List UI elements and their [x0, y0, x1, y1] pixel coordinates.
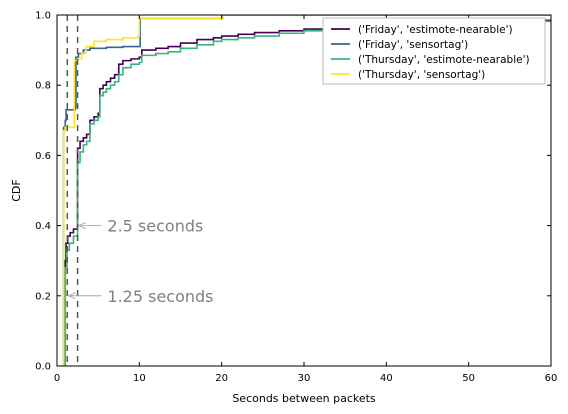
annotation-label: 2.5 seconds	[107, 217, 203, 236]
y-tick-label: 0.8	[35, 81, 51, 92]
y-tick-label: 0.4	[35, 221, 51, 232]
x-tick-label: 60	[545, 373, 558, 384]
y-tick-label: 1.0	[35, 11, 51, 22]
tick-layer: 0 10 20 30 40 50 60 0.0 0.2 0.4 0.6 0.8 1.0	[35, 11, 557, 385]
y-tick-label: 0.2	[35, 291, 51, 302]
legend: ('Friday', 'estimote-nearable') ('Friday'…	[322, 17, 546, 85]
x-tick-label: 0	[54, 373, 60, 384]
series-line-2	[62, 15, 551, 366]
x-tick-label: 20	[215, 373, 228, 384]
x-tick-label: 30	[298, 373, 311, 384]
series-line-4	[61, 15, 551, 366]
legend-box	[322, 17, 546, 85]
x-tick-label: 50	[462, 373, 475, 384]
legend-entry: ('Friday', 'estimote-nearable')	[358, 24, 513, 36]
y-axis-label: CDF	[10, 179, 23, 201]
x-tick-label: 10	[133, 373, 146, 384]
annotation-arrowhead	[77, 222, 86, 229]
legend-entry: ('Friday', 'sensortag')	[358, 39, 468, 51]
y-tick-label: 0.6	[35, 151, 51, 162]
annotation-arrowhead	[67, 292, 76, 300]
x-axis-label: Seconds between packets	[232, 392, 376, 405]
annotation-layer: 2.5 seconds 1.25 seconds	[67, 217, 214, 306]
x-tick-label: 40	[380, 373, 393, 384]
y-tick-label: 0.0	[35, 362, 51, 373]
vline-layer	[66, 15, 79, 366]
annotation-label: 1.25 seconds	[107, 287, 213, 306]
legend-entry: ('Thursday', 'estimote-nearable')	[358, 54, 530, 66]
legend-entry: ('Thursday', 'sensortag')	[358, 69, 485, 81]
